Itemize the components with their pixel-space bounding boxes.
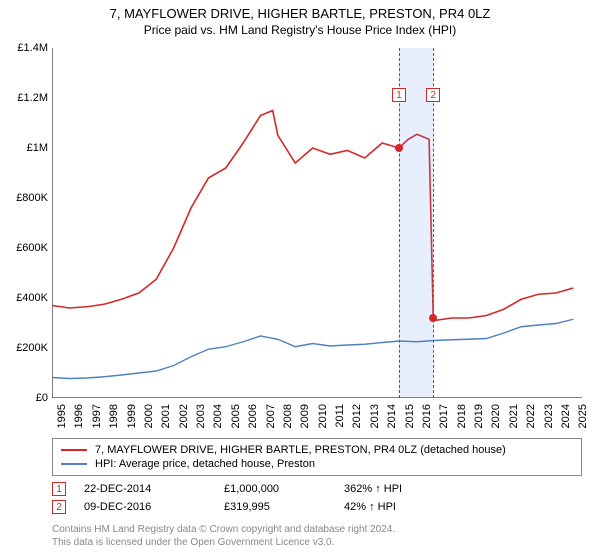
sale-delta-2: 42% ↑ HPI (344, 501, 396, 513)
up-arrow-icon: ↑ (375, 483, 381, 495)
sale-date-1: 22-DEC-2014 (84, 483, 224, 495)
sales-table: 1 22-DEC-2014 £1,000,000 362% ↑ HPI 2 09… (52, 480, 582, 516)
x-tick-label: 2015 (404, 404, 416, 428)
x-tick-label: 2019 (473, 404, 485, 428)
legend-label-hpi: HPI: Average price, detached house, Pres… (95, 458, 315, 470)
y-tick-label: £0 (36, 392, 48, 404)
sale-marker-1: 1 (52, 482, 66, 496)
y-tick-label: £600K (16, 242, 48, 254)
x-tick-label: 2001 (160, 404, 172, 428)
y-axis: £0£200K£400K£600K£800K£1M£1.2M£1.4M (4, 48, 48, 398)
legend-row-hpi: HPI: Average price, detached house, Pres… (61, 457, 573, 471)
x-tick-label: 2011 (334, 404, 346, 428)
legend-label-property: 7, MAYFLOWER DRIVE, HIGHER BARTLE, PREST… (95, 444, 506, 456)
legend-swatch-property (61, 449, 87, 451)
y-tick-label: £1M (27, 142, 48, 154)
chart-container: 7, MAYFLOWER DRIVE, HIGHER BARTLE, PREST… (0, 0, 600, 560)
y-tick-label: £400K (16, 292, 48, 304)
y-tick-label: £800K (16, 192, 48, 204)
sale-price-1: £1,000,000 (224, 483, 344, 495)
footer-line2: This data is licensed under the Open Gov… (52, 537, 582, 550)
x-tick-label: 2023 (543, 404, 555, 428)
x-tick-label: 1996 (73, 404, 85, 428)
x-tick-label: 1999 (126, 404, 138, 428)
y-tick-label: £1.4M (17, 42, 48, 54)
x-tick-label: 1997 (91, 404, 103, 428)
x-tick-label: 2024 (560, 404, 572, 428)
x-tick-label: 2021 (508, 404, 520, 428)
title-block: 7, MAYFLOWER DRIVE, HIGHER BARTLE, PREST… (0, 0, 600, 37)
x-tick-label: 2007 (265, 404, 277, 428)
x-tick-label: 2025 (577, 404, 589, 428)
sale-marker-2: 2 (52, 500, 66, 514)
y-tick-label: £200K (16, 342, 48, 354)
x-tick-label: 2013 (369, 404, 381, 428)
up-arrow-icon: ↑ (369, 501, 375, 513)
legend-row-property: 7, MAYFLOWER DRIVE, HIGHER BARTLE, PREST… (61, 443, 573, 457)
x-tick-label: 2005 (230, 404, 242, 428)
y-tick-label: £1.2M (17, 92, 48, 104)
sale-row-1: 1 22-DEC-2014 £1,000,000 362% ↑ HPI (52, 480, 582, 498)
x-tick-label: 2010 (317, 404, 329, 428)
x-tick-label: 2022 (525, 404, 537, 428)
sale-row-2: 2 09-DEC-2016 £319,995 42% ↑ HPI (52, 498, 582, 516)
chart-area: £0£200K£400K£600K£800K£1M£1.2M£1.4M 1995… (52, 48, 582, 398)
x-tick-label: 2016 (421, 404, 433, 428)
x-tick-label: 2002 (178, 404, 190, 428)
x-tick-label: 2014 (386, 404, 398, 428)
sale-delta-1: 362% ↑ HPI (344, 483, 402, 495)
x-tick-label: 2006 (247, 404, 259, 428)
attribution-footer: Contains HM Land Registry data © Crown c… (52, 524, 582, 549)
x-tick-label: 2018 (456, 404, 468, 428)
legend: 7, MAYFLOWER DRIVE, HIGHER BARTLE, PREST… (52, 438, 582, 476)
footer-line1: Contains HM Land Registry data © Crown c… (52, 524, 582, 537)
x-tick-label: 2008 (282, 404, 294, 428)
title-subtitle: Price paid vs. HM Land Registry's House … (0, 23, 600, 37)
x-tick-label: 1995 (56, 404, 68, 428)
x-tick-label: 2020 (490, 404, 502, 428)
line-chart (52, 48, 582, 398)
x-tick-label: 2012 (351, 404, 363, 428)
x-tick-label: 2000 (143, 404, 155, 428)
sale-date-2: 09-DEC-2016 (84, 501, 224, 513)
x-tick-label: 2009 (299, 404, 311, 428)
x-tick-label: 2017 (438, 404, 450, 428)
x-tick-label: 2004 (212, 404, 224, 428)
sale-price-2: £319,995 (224, 501, 344, 513)
legend-swatch-hpi (61, 463, 87, 465)
x-tick-label: 1998 (108, 404, 120, 428)
title-address: 7, MAYFLOWER DRIVE, HIGHER BARTLE, PREST… (0, 6, 600, 21)
x-tick-label: 2003 (195, 404, 207, 428)
